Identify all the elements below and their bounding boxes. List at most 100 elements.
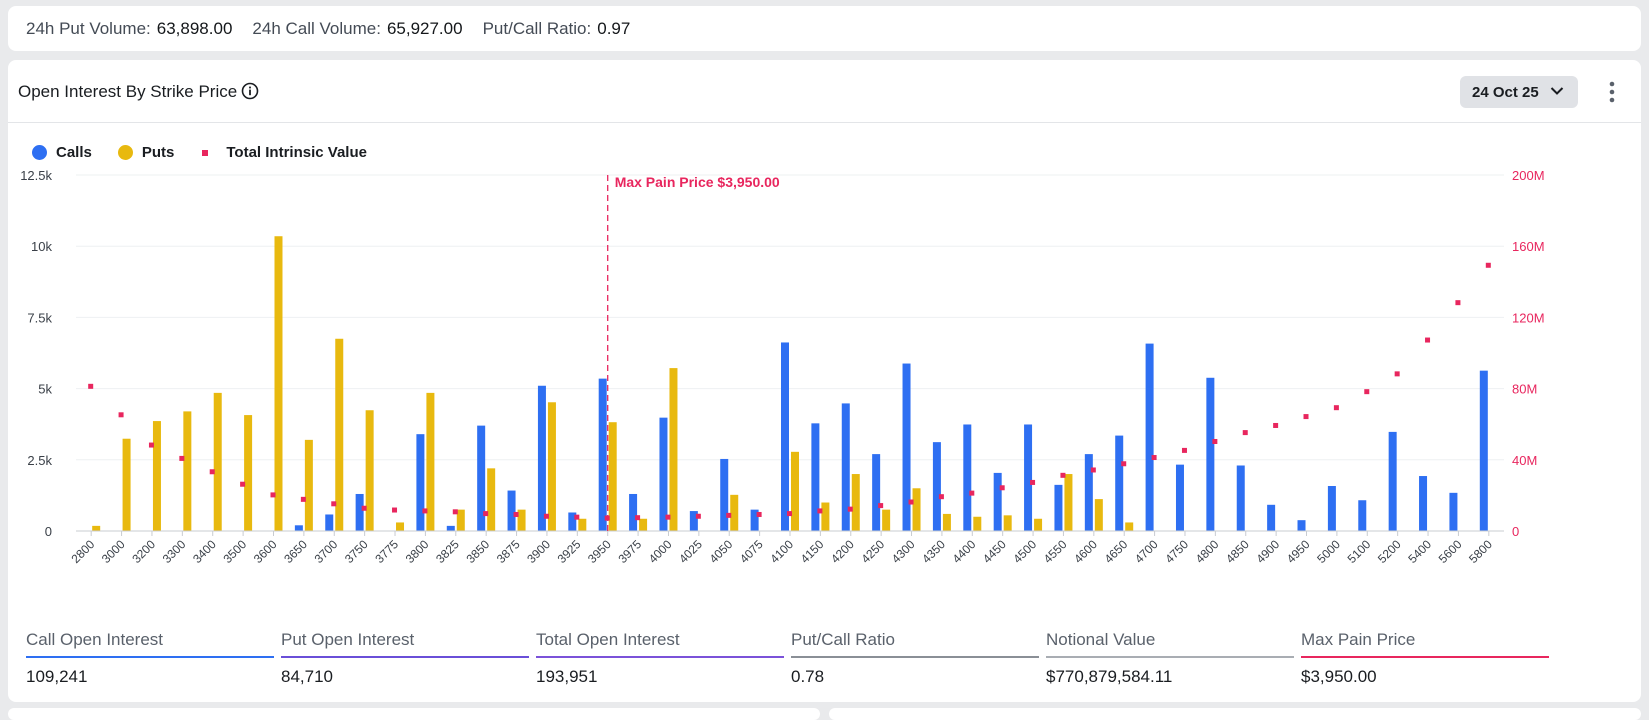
next-card-left [8,708,820,720]
metric-label: Put/Call Ratio [791,630,1039,658]
calls-bar [355,493,364,531]
intrinsic-value-point [148,442,154,448]
intrinsic-value-point [1485,262,1491,268]
puts-bar [92,525,101,531]
metric-notional-value: Notional Value $770,879,584.11 [1046,630,1294,687]
y-right-tick-label: 40M [1512,453,1537,468]
card-header: Open Interest By Strike Price 24 Oct 25 [8,60,1641,123]
info-circle-icon[interactable] [241,82,259,100]
intrinsic-value-point [179,455,185,461]
x-tick-label: 5000 [1314,537,1343,566]
legend-item-intrinsic[interactable]: Total Intrinsic Value [200,144,367,161]
x-tick-label: 5800 [1466,537,1495,566]
y-left-tick-label: 2.5k [27,453,52,468]
calls-bar [1024,424,1033,531]
calls-bar [598,378,607,531]
intrinsic-value-point [726,512,732,518]
x-tick-label: 4550 [1041,537,1070,566]
summary-metrics: Call Open Interest 109,241 Put Open Inte… [26,630,1626,690]
intrinsic-value-point [1151,455,1157,461]
calls-bar [1479,370,1488,531]
intrinsic-value-point [1333,405,1339,411]
kebab-vertical-icon[interactable] [1602,79,1622,105]
x-tick-label: 4075 [737,537,766,566]
calls-bar [932,442,941,531]
intrinsic-value-point [969,490,975,496]
calls-bar [720,458,729,531]
metric-put-open-interest: Put Open Interest 84,710 [281,630,529,687]
x-tick-label: 3500 [220,537,249,566]
y-left-tick-label: 12.5k [20,168,52,183]
x-tick-label: 4400 [950,537,979,566]
x-tick-label: 3925 [555,537,584,566]
legend-item-puts[interactable]: Puts [117,144,174,161]
legend-item-calls[interactable]: Calls [32,144,92,161]
intrinsic-value-point [1303,414,1309,420]
x-tick-label: 4600 [1071,537,1100,566]
x-tick-label: 3875 [494,537,523,566]
puts-bar [1003,515,1012,531]
metric-value: 193,951 [536,667,598,686]
puts-bar [669,368,678,531]
next-card-right [829,708,1641,720]
x-tick-label: 4050 [707,537,736,566]
chart-legend: Calls Puts Total Intrinsic Value [32,144,393,161]
puts-bar [152,421,161,531]
intrinsic-value-point [270,492,276,498]
metric-label: Call Open Interest [26,630,274,658]
intrinsic-value-point [361,505,367,511]
intrinsic-value-point [1394,371,1400,377]
metric-put-call-ratio: Put/Call Ratio 0.78 [791,630,1039,687]
intrinsic-value-point [878,503,884,509]
calls-bar [568,512,577,531]
x-tick-label: 4750 [1162,537,1191,566]
x-tick-label: 5100 [1345,537,1374,566]
x-tick-label: 3950 [585,537,614,566]
calls-bar [659,417,668,531]
calls-bar [902,363,911,531]
y-left-tick-label: 0 [45,524,52,539]
x-tick-label: 4150 [798,537,827,566]
puts-bar [1125,522,1134,531]
calls-bar [537,385,546,531]
puts-bar [547,402,556,531]
calls-bar [1206,377,1215,531]
call-volume-value: 65,927.00 [386,18,463,38]
intrinsic-value-point [1242,430,1248,436]
intrinsic-value-point [574,514,580,520]
metric-label: Notional Value [1046,630,1294,658]
puts-bar [1034,518,1043,531]
puts-bar [304,439,313,531]
x-tick-label: 4950 [1284,537,1313,566]
x-tick-label: 3825 [433,537,462,566]
puts-bar [730,494,739,531]
metric-label: Max Pain Price [1301,630,1549,658]
expiry-date-dropdown[interactable]: 24 Oct 25 [1460,76,1578,108]
puts-bar [639,518,648,531]
metric-max-pain-price: Max Pain Price $3,950.00 [1301,630,1549,687]
y-left-tick-label: 5k [38,382,52,397]
calls-bar [1236,465,1245,531]
calls-bar [963,424,972,531]
calls-bar [781,342,789,531]
puts-bar [1094,499,1103,531]
x-tick-label: 4650 [1102,537,1131,566]
puts-bar [973,516,982,531]
y-left-tick-label: 7.5k [27,310,52,325]
metric-label: Put Open Interest [281,630,529,658]
calls-bar [1084,454,1093,531]
intrinsic-value-point [300,496,306,502]
legend-calls-label: Calls [56,144,92,161]
calls-bar [1419,476,1428,531]
intrinsic-value-point [695,513,701,519]
puts-bar [1064,474,1073,531]
puts-bar [821,502,830,531]
calls-bar [1175,464,1184,531]
max-pain-label: Max Pain Price $3,950.00 [615,174,780,190]
x-tick-label: 5600 [1436,537,1465,566]
x-tick-label: 4850 [1223,537,1252,566]
calls-bar [872,454,881,531]
metric-value: 84,710 [281,667,333,686]
puts-bar [122,438,131,531]
calls-bar [1115,435,1124,531]
